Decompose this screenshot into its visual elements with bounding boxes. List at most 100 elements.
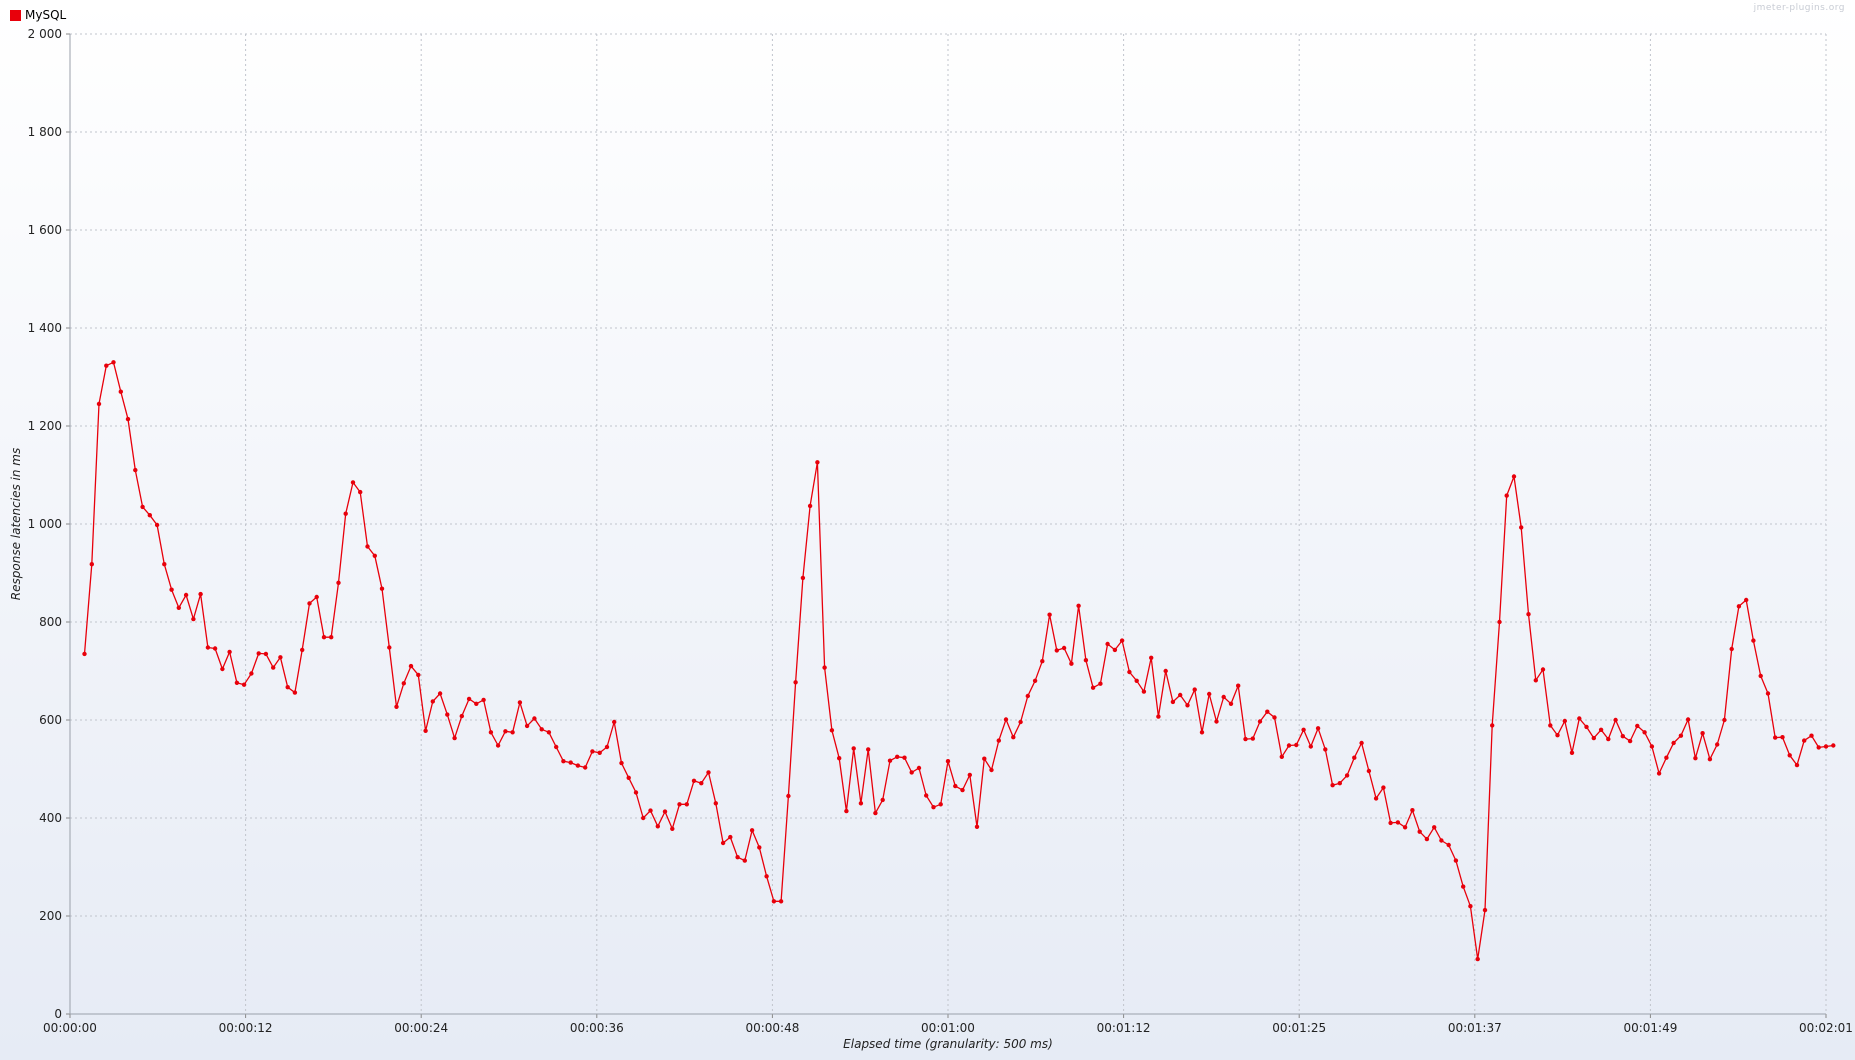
- data-point: [343, 511, 348, 516]
- data-point: [82, 651, 87, 657]
- data-point: [1439, 838, 1444, 843]
- data-point: [1323, 747, 1328, 752]
- data-point: [1461, 884, 1466, 889]
- data-point: [866, 747, 871, 752]
- data-point: [1758, 673, 1763, 679]
- data-point: [851, 746, 856, 751]
- data-point: [1678, 733, 1684, 738]
- data-point: [699, 781, 704, 786]
- data-point: [329, 635, 334, 640]
- data-point: [619, 760, 624, 766]
- data-point: [1061, 645, 1067, 651]
- data-point: [321, 635, 327, 640]
- data-point: [691, 778, 697, 783]
- y-tick-label: 1 600: [28, 223, 62, 237]
- y-tick-label: 1 000: [28, 517, 62, 531]
- data-point: [1105, 641, 1110, 647]
- y-tick-label: 400: [39, 811, 62, 825]
- data-point: [1141, 689, 1147, 694]
- data-point: [1119, 638, 1125, 643]
- data-point: [1744, 597, 1749, 603]
- data-point: [532, 716, 537, 721]
- data-point: [670, 826, 675, 831]
- data-point: [1178, 692, 1183, 698]
- data-point: [1620, 734, 1626, 739]
- data-point: [1504, 493, 1509, 498]
- data-point: [1250, 736, 1256, 741]
- data-point: [960, 787, 965, 793]
- data-point: [459, 713, 464, 719]
- data-point: [1315, 726, 1321, 731]
- data-point: [1265, 709, 1270, 714]
- data-point: [641, 815, 646, 821]
- x-tick-label: 00:00:48: [745, 1021, 799, 1035]
- data-point: [96, 401, 102, 407]
- data-point: [953, 783, 958, 789]
- data-point: [394, 704, 399, 709]
- data-point: [996, 738, 1001, 743]
- data-point: [437, 691, 443, 696]
- data-point: [749, 828, 755, 833]
- data-point: [1047, 612, 1052, 617]
- legend-label-mysql: MySQL: [25, 8, 67, 22]
- data-point: [1395, 820, 1401, 825]
- data-point: [713, 801, 718, 806]
- data-point: [1025, 693, 1031, 699]
- data-point: [423, 728, 428, 733]
- data-point: [517, 700, 523, 705]
- data-point: [597, 750, 602, 755]
- data-point: [481, 697, 486, 703]
- x-axis-title: Elapsed time (granularity: 500 ms): [843, 1037, 1053, 1051]
- data-point: [561, 759, 566, 764]
- data-point: [140, 504, 145, 510]
- data-point: [1831, 743, 1836, 748]
- data-point: [372, 553, 377, 558]
- data-point: [1301, 727, 1306, 732]
- data-point: [1685, 717, 1691, 722]
- x-tick-label: 00:01:00: [921, 1021, 975, 1035]
- data-point: [89, 562, 95, 567]
- data-point: [728, 834, 733, 840]
- data-point: [1236, 683, 1241, 688]
- data-point: [1548, 723, 1553, 728]
- data-point: [583, 765, 588, 770]
- data-point: [125, 416, 131, 422]
- data-point: [271, 665, 276, 670]
- data-point: [1032, 678, 1038, 683]
- data-point: [982, 756, 987, 761]
- data-point: [1453, 858, 1459, 863]
- data-point: [1352, 755, 1357, 760]
- data-point: [133, 467, 138, 473]
- data-point: [931, 805, 936, 810]
- y-tick-label: 2 000: [28, 27, 62, 41]
- data-point: [169, 587, 174, 592]
- y-tick-label: 1 200: [28, 419, 62, 433]
- data-point: [1279, 754, 1285, 759]
- data-point: [1700, 731, 1705, 736]
- data-point: [742, 858, 747, 863]
- data-point: [1410, 808, 1415, 813]
- x-tick-label: 00:01:37: [1448, 1021, 1502, 1035]
- data-point: [1482, 907, 1488, 913]
- data-point: [379, 586, 385, 591]
- data-point: [590, 749, 595, 754]
- data-point: [1294, 742, 1299, 748]
- data-point: [212, 646, 218, 651]
- data-point: [1076, 603, 1081, 608]
- data-point: [1780, 735, 1785, 740]
- y-tick-label: 0: [54, 1007, 62, 1021]
- data-point: [1373, 796, 1379, 801]
- data-point: [1497, 619, 1502, 625]
- data-point: [822, 665, 827, 670]
- data-point: [1642, 730, 1647, 735]
- data-point: [895, 754, 900, 759]
- data-point: [191, 616, 196, 622]
- data-point: [1809, 733, 1814, 738]
- data-point: [1090, 685, 1096, 690]
- data-point: [1555, 733, 1560, 738]
- data-point: [1207, 691, 1212, 697]
- data-point: [285, 685, 290, 690]
- data-point: [1729, 646, 1734, 652]
- data-point: [1221, 694, 1226, 700]
- data-point: [1722, 717, 1727, 723]
